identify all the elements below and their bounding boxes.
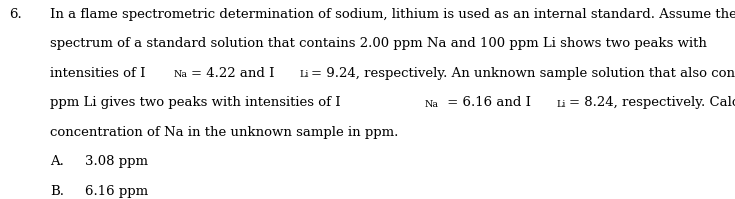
- Text: 6.: 6.: [9, 8, 21, 21]
- Text: Na: Na: [425, 100, 439, 109]
- Text: = 6.16 and I: = 6.16 and I: [443, 96, 531, 109]
- Text: = 4.22 and I: = 4.22 and I: [191, 67, 275, 80]
- Text: In a flame spectrometric determination of sodium, lithium is used as an internal: In a flame spectrometric determination o…: [50, 8, 735, 21]
- Text: Li: Li: [556, 100, 566, 109]
- Text: 6.16 ppm: 6.16 ppm: [85, 185, 148, 198]
- Text: ppm Li gives two peaks with intensities of I: ppm Li gives two peaks with intensities …: [50, 96, 340, 109]
- Text: B.: B.: [50, 185, 64, 198]
- Text: = 8.24, respectively. Calculate the: = 8.24, respectively. Calculate the: [569, 96, 735, 109]
- Text: A.: A.: [50, 155, 64, 168]
- Text: 3.08 ppm: 3.08 ppm: [85, 155, 148, 168]
- Text: Na: Na: [173, 70, 187, 79]
- Text: concentration of Na in the unknown sample in ppm.: concentration of Na in the unknown sampl…: [50, 126, 398, 139]
- Text: intensities of I: intensities of I: [50, 67, 146, 80]
- Text: spectrum of a standard solution that contains 2.00 ppm Na and 100 ppm Li shows t: spectrum of a standard solution that con…: [50, 37, 707, 50]
- Text: Li: Li: [299, 70, 309, 79]
- Text: = 9.24, respectively. An unknown sample solution that also contains 100: = 9.24, respectively. An unknown sample …: [311, 67, 735, 80]
